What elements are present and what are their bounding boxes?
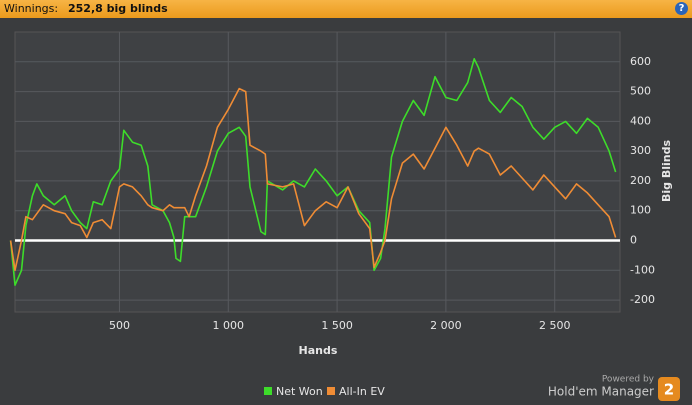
- legend-swatch: [327, 387, 335, 395]
- y-tick-label: -200: [630, 293, 655, 306]
- legend-swatch: [264, 387, 272, 395]
- y-tick-label: 300: [630, 144, 651, 157]
- legend-label: All-In EV: [339, 385, 385, 398]
- y-tick-label: 600: [630, 55, 651, 68]
- y-tick-label: 100: [630, 204, 651, 217]
- y-tick-label: 500: [630, 85, 651, 98]
- x-axis-title: Hands: [299, 344, 338, 357]
- x-tick-label: 2 500: [539, 319, 571, 332]
- help-button[interactable]: ?: [675, 2, 688, 15]
- winnings-value: 252,8 big blinds: [68, 2, 168, 15]
- powered-by: Powered by: [602, 375, 655, 385]
- logo: [658, 377, 680, 401]
- logo-text: 2: [664, 381, 674, 399]
- y-axis-title: Big Blinds: [660, 140, 673, 202]
- y-tick-label: 200: [630, 174, 651, 187]
- chart: Hands Big Blinds Powered by Hold'em Mana…: [9, 31, 680, 401]
- series-line: [9, 58, 617, 286]
- series-line: [9, 87, 617, 272]
- x-tick-label: 1 000: [213, 319, 245, 332]
- header-bar: Winnings: 252,8 big blinds ?: [0, 0, 692, 18]
- brand: Hold'em Manager: [548, 385, 654, 399]
- x-tick-label: 1 500: [321, 319, 353, 332]
- y-tick-label: 400: [630, 114, 651, 127]
- legend-label: Net Won: [276, 385, 323, 398]
- y-tick-label: 0: [630, 234, 637, 247]
- x-tick-label: 500: [109, 319, 130, 332]
- y-tick-label: -100: [630, 263, 655, 276]
- header-label: Winnings:: [4, 2, 59, 15]
- x-tick-label: 2 000: [430, 319, 462, 332]
